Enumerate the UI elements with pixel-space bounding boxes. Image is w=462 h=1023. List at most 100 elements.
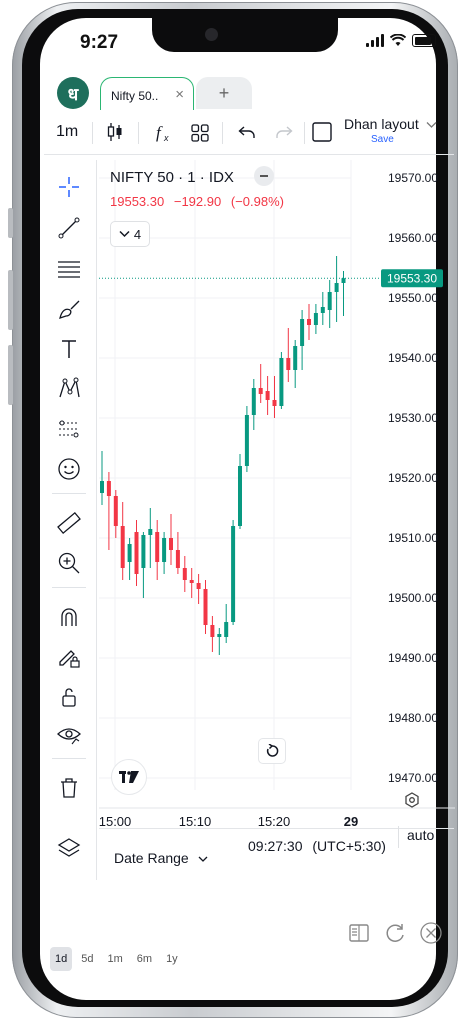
toolbar-divider [52,587,86,588]
price-tick-label: 19490.00 [388,651,438,665]
candle-body [113,496,118,526]
toolbar-divider [52,493,86,494]
candle-body [238,466,242,526]
price-chart[interactable]: 19570.00 19560.00 19550.00 19540.00 19530.00… [99,160,455,850]
range-1d[interactable]: 1d [50,947,73,971]
candle-body [100,481,104,493]
add-tab-button[interactable]: + [196,77,252,109]
layers-icon[interactable] [54,833,84,863]
range-1y[interactable]: 1y [166,953,178,965]
text-icon[interactable] [54,334,84,364]
collapse-legend-button[interactable] [254,166,274,186]
candles-icon[interactable] [106,121,124,148]
toolbar-divider [222,122,223,144]
session-clock[interactable]: 09:27:30 (UTC+5:30) [248,838,386,854]
close-icon[interactable]: × [175,86,184,103]
tradingview-logo[interactable] [111,759,147,795]
symbol-title[interactable]: NIFTY 50 · 1 · IDX [110,169,234,186]
reset-chart-button[interactable] [258,738,286,764]
candle-body [258,388,263,394]
brush-icon[interactable] [54,294,84,324]
eye-icon[interactable] [54,720,84,750]
candle-body [120,526,125,568]
price-tick-label: 19550.00 [388,291,438,305]
projection-icon[interactable] [54,414,84,444]
crosshair-icon[interactable] [54,172,84,202]
date-range-label: Date Range [114,850,189,866]
tab-nifty-50[interactable]: Nifty 50.. × [100,77,194,110]
candle-body [210,625,215,637]
price-tick-label: 19540.00 [388,351,438,365]
ruler-icon[interactable] [54,508,84,538]
chevron-down-icon [198,856,208,862]
price-tick-label: 19500.00 [388,591,438,605]
candle-body [162,538,167,562]
date-range-dropdown[interactable]: Date Range [114,850,208,866]
lock-drawing-icon[interactable] [54,642,84,672]
unlock-icon[interactable] [54,682,84,712]
layout-name[interactable]: Dhan layout [344,116,419,132]
checkbox-icon[interactable] [312,122,332,147]
candle-body [182,568,187,580]
emoji-icon[interactable] [54,454,84,484]
candle-body [155,532,160,562]
svg-text:f: f [156,123,163,142]
pattern-icon[interactable] [54,374,84,404]
candle-body [189,580,194,583]
range-6m[interactable]: 6m [136,953,153,965]
candle-body [279,358,284,406]
date-row [99,828,454,875]
indicators-count: 4 [133,226,142,242]
undo-icon[interactable] [238,125,256,144]
chevron-down-icon [119,230,130,238]
redo-icon[interactable] [275,125,293,144]
dhan-logo[interactable]: ध [57,77,89,109]
candle-body [327,292,332,310]
signal-icon [366,34,384,47]
clock-time: 09:27:30 [248,838,303,854]
chart-area[interactable]: 19570.00 19560.00 19550.00 19540.00 19530.00… [99,160,455,850]
range-5d[interactable]: 5d [81,953,94,965]
reload-icon[interactable] [382,920,408,946]
candle-body [265,391,270,400]
close-tab-icon[interactable] [418,920,444,946]
candle-body [224,622,229,637]
status-time: 9:27 [80,32,119,53]
last-price: 19553.30 [110,194,165,209]
magnet-icon[interactable] [54,602,84,632]
last-price-badge [381,269,443,288]
indicators-toggle[interactable]: 4 [110,221,150,247]
candle-body [196,583,201,589]
price-tick-label: 19510.00 [388,531,438,545]
chevron-down-icon[interactable] [426,120,437,132]
price-quote: 19553.30 −192.90 (−0.98%) [110,194,290,209]
candle-body [231,526,236,622]
camera-icon [205,28,218,41]
candle-body [175,550,180,568]
fib-lines-icon[interactable] [54,253,84,283]
svg-text:x: x [163,133,169,143]
candle-body [307,319,311,325]
candle-body [320,307,325,313]
interval-button[interactable]: 1m [56,123,79,140]
templates-icon[interactable] [191,124,209,147]
toolbar-divider [52,758,86,759]
gear-icon[interactable] [404,792,420,813]
zoom-in-icon[interactable] [54,548,84,578]
range-1m[interactable]: 1m [107,953,123,965]
price-change: −192.90 [173,194,222,209]
time-tick-label: 15:20 [258,814,291,829]
toolbar-divider [138,122,139,144]
bottom-icons [346,920,444,946]
trend-line-icon[interactable] [54,213,84,243]
drawing-toolbar [44,160,97,880]
time-tick-label: 29 [344,814,358,829]
trash-icon[interactable] [54,773,84,803]
auto-scale-button[interactable]: auto [407,827,435,843]
toolbar-divider [92,122,93,144]
candle-body [203,589,208,625]
reader-mode-icon[interactable] [346,920,372,946]
layout-save-link[interactable]: Save [371,134,394,145]
